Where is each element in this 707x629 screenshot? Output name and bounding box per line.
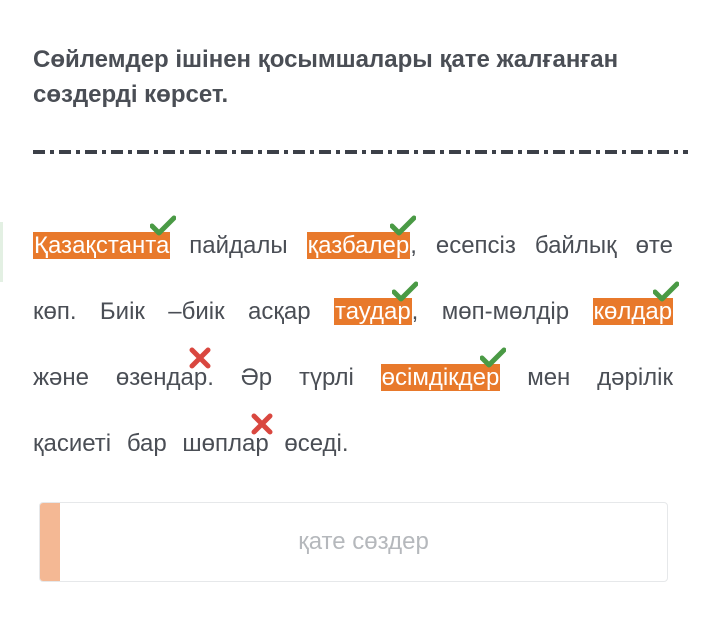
- word[interactable]: мөп-мөлдір: [442, 298, 569, 325]
- word-text: –биік: [168, 298, 225, 325]
- word[interactable]: байлық: [535, 232, 617, 259]
- word-text: Қазақстанта: [34, 232, 170, 259]
- word[interactable]: қасиеті: [33, 430, 111, 457]
- word-text: Биік: [99, 298, 145, 325]
- word[interactable]: Әр: [241, 364, 272, 391]
- word-text: өсімдікдер: [381, 364, 500, 391]
- word[interactable]: –биік: [168, 298, 224, 325]
- word[interactable]: ,: [410, 232, 417, 259]
- word-text: қазбалер: [307, 232, 410, 259]
- word[interactable]: дәрілік: [597, 364, 673, 391]
- selected-word[interactable]: Қазақстанта: [33, 215, 177, 259]
- word[interactable]: өзендар: [115, 347, 211, 391]
- word-text: .: [207, 364, 214, 391]
- word[interactable]: Биік: [100, 298, 145, 325]
- word-text: түрлі: [298, 364, 354, 391]
- word[interactable]: өте: [636, 232, 673, 259]
- word-text: ,: [410, 232, 417, 259]
- word-text: өте: [635, 232, 673, 259]
- word[interactable]: мен: [527, 364, 570, 391]
- selected-word[interactable]: өсімдікдер: [380, 347, 507, 391]
- word[interactable]: шөплар: [182, 413, 273, 457]
- word-text: мөп-мөлдір: [441, 298, 570, 325]
- word-text: асқар: [248, 298, 311, 325]
- word-text: мен: [527, 364, 571, 391]
- word-text: қасиеті: [33, 430, 112, 457]
- word-text: шөплар: [182, 430, 269, 457]
- word-text: ,: [411, 298, 419, 325]
- word[interactable]: өседі.: [284, 430, 348, 457]
- word-text: есепсіз: [435, 232, 516, 259]
- answer-placeholder: қате сөздер: [298, 528, 429, 555]
- word[interactable]: түрлі: [299, 364, 354, 391]
- word-text: дәрілік: [597, 364, 674, 391]
- word-text: таудар: [334, 298, 411, 325]
- word[interactable]: және: [33, 364, 89, 391]
- word-text: пайдалы: [189, 232, 288, 259]
- selected-word[interactable]: қазбалер: [306, 215, 417, 259]
- word-text: бар: [126, 430, 167, 457]
- word[interactable]: бар: [127, 430, 167, 457]
- question-title: Сөйлемдер ішінен қосымшалары қате жалған…: [33, 46, 619, 108]
- answer-color-strip: [40, 503, 60, 581]
- passage-text: Қазақстанта пайдалы қазбалер, есепсіз ба…: [33, 213, 680, 477]
- word[interactable]: ,: [412, 298, 419, 325]
- word-text: көп.: [33, 298, 77, 325]
- selected-word[interactable]: көлдар: [592, 281, 680, 325]
- word-text: көлдар: [593, 298, 673, 325]
- word-text: өзендар: [115, 364, 208, 391]
- word[interactable]: пайдалы: [189, 232, 287, 259]
- word-text: өседі.: [284, 430, 349, 457]
- word-text: Әр: [240, 364, 273, 391]
- word[interactable]: есепсіз: [436, 232, 516, 259]
- word[interactable]: асқар: [248, 298, 311, 325]
- word-text: байлық: [534, 232, 617, 259]
- word-text: және: [33, 364, 90, 391]
- answer-input[interactable]: қате сөздер: [39, 502, 668, 582]
- left-accent-bar: [0, 222, 3, 282]
- word[interactable]: көп.: [33, 298, 77, 325]
- word[interactable]: .: [207, 364, 214, 391]
- divider: [33, 150, 688, 154]
- selected-word[interactable]: таудар: [333, 281, 418, 325]
